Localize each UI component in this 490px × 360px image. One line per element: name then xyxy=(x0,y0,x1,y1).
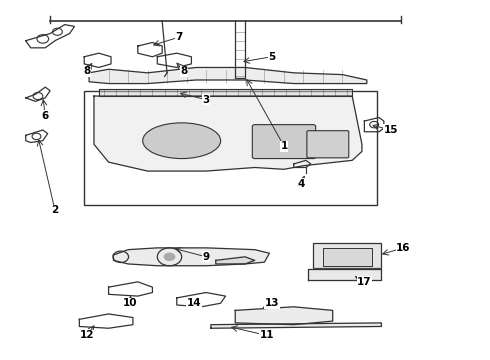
Polygon shape xyxy=(114,248,270,266)
Text: 1: 1 xyxy=(280,141,288,151)
Polygon shape xyxy=(99,89,352,96)
Text: 16: 16 xyxy=(396,243,411,253)
Text: 14: 14 xyxy=(187,298,201,308)
Bar xyxy=(313,243,381,267)
Polygon shape xyxy=(89,67,367,84)
Text: 17: 17 xyxy=(357,277,372,287)
Text: 2: 2 xyxy=(51,205,59,215)
Text: 10: 10 xyxy=(123,298,138,308)
Bar xyxy=(323,248,372,266)
Text: 13: 13 xyxy=(265,298,279,308)
Circle shape xyxy=(164,252,175,261)
Text: 7: 7 xyxy=(175,32,183,42)
Text: 9: 9 xyxy=(202,252,210,262)
Text: 6: 6 xyxy=(42,111,49,121)
Text: 12: 12 xyxy=(79,330,94,341)
Text: 3: 3 xyxy=(202,95,210,105)
Text: 15: 15 xyxy=(384,125,398,135)
Polygon shape xyxy=(216,257,255,264)
Text: 4: 4 xyxy=(297,179,305,189)
Ellipse shape xyxy=(143,123,220,158)
Polygon shape xyxy=(235,307,333,325)
FancyBboxPatch shape xyxy=(252,125,316,158)
Text: 11: 11 xyxy=(260,330,274,341)
Text: 8: 8 xyxy=(180,66,188,76)
FancyBboxPatch shape xyxy=(307,131,349,158)
Bar xyxy=(84,91,376,205)
Polygon shape xyxy=(211,323,381,328)
Polygon shape xyxy=(94,96,362,171)
Text: 5: 5 xyxy=(268,52,275,62)
Text: 8: 8 xyxy=(83,66,90,76)
Polygon shape xyxy=(308,269,381,280)
